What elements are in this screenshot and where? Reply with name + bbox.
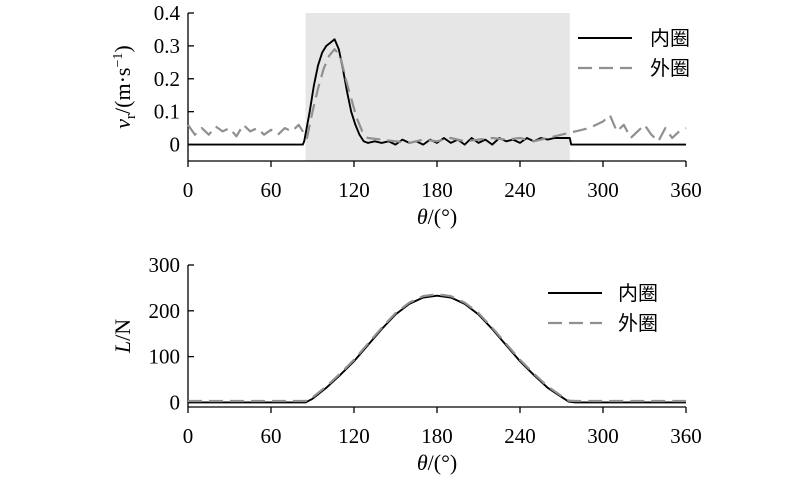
legend-label-1: 内圈 — [618, 281, 658, 305]
legend-label-1: 内圈 — [650, 26, 690, 50]
series-line-2 — [187, 48, 687, 144]
y-tick-label: 0.4 — [154, 1, 181, 25]
series-line-2 — [188, 293, 686, 403]
x-tick-label: 180 — [421, 178, 453, 202]
y-tick-label: 200 — [149, 299, 181, 323]
x-tick-label: 60 — [261, 424, 282, 448]
x-tick-label: 120 — [338, 178, 370, 202]
x-tick-label: 360 — [670, 178, 702, 202]
y-axis-title-unit-end: ) — [110, 45, 135, 52]
y-tick-label: 0.2 — [154, 67, 180, 91]
x-axis-title-unit: /(°) — [428, 450, 458, 475]
x-tick-label: 60 — [261, 178, 282, 202]
x-tick-label: 300 — [587, 178, 619, 202]
y-axis-title-subscript: r — [123, 114, 139, 119]
y-axis-title-superscript: −1 — [111, 53, 126, 68]
legend-label-2: 外圈 — [650, 56, 690, 80]
x-axis-title-var: θ — [417, 204, 428, 229]
x-tick-label: 300 — [587, 424, 619, 448]
y-tick-label: 0 — [170, 390, 181, 414]
x-axis-title: θ/(°) — [417, 450, 457, 475]
shaded-region — [305, 13, 570, 161]
x-tick-label: 120 — [338, 424, 370, 448]
x-tick-label: 240 — [504, 178, 536, 202]
x-tick-label: 360 — [670, 424, 702, 448]
chart-1: 0 60 120 180 240 300 36000.10.20.30.4θ/(°)vr/(… — [110, 1, 702, 229]
y-tick-label: 0 — [170, 133, 181, 157]
y-axis-title-unit: /(m·s — [110, 68, 135, 114]
x-tick-label: 0 — [183, 178, 194, 202]
legend-label-2: 外圈 — [618, 311, 658, 335]
y-axis-title-unit: /N — [110, 319, 135, 341]
series-line-1 — [188, 294, 686, 404]
y-axis-title-var: L — [110, 341, 135, 354]
y-axis-title-var: v — [110, 119, 135, 129]
x-axis-title: θ/(°) — [417, 204, 457, 229]
y-tick-label: 300 — [149, 253, 181, 277]
x-tick-label: 180 — [421, 424, 453, 448]
y-tick-label: 0.3 — [154, 34, 180, 58]
x-tick-label: 240 — [504, 424, 536, 448]
y-axis-title: vr/(m·s−1) — [110, 45, 139, 128]
y-tick-label: 100 — [149, 345, 181, 369]
y-tick-label: 0.1 — [154, 100, 180, 124]
y-axis-title: L/N — [110, 319, 135, 354]
x-axis-title-var: θ — [417, 450, 428, 475]
x-axis-title-unit: /(°) — [428, 204, 458, 229]
x-tick-label: 0 — [183, 424, 194, 448]
